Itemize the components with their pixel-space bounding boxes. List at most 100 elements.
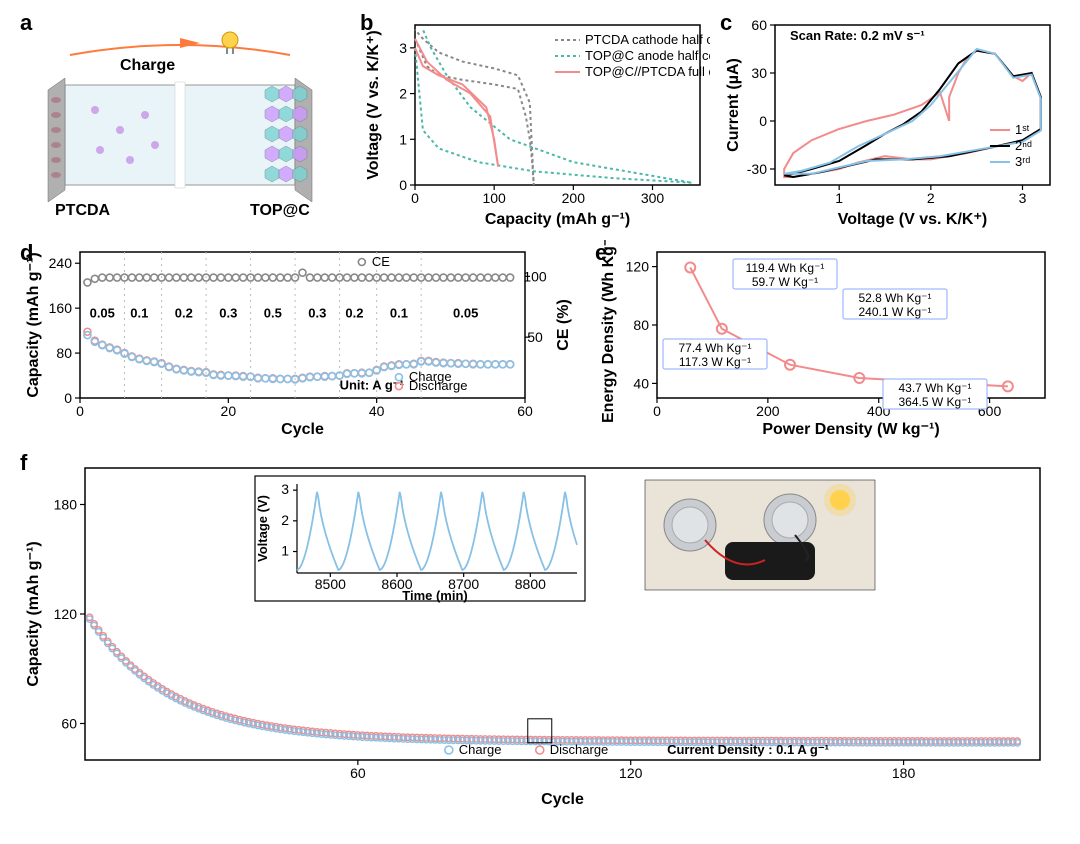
d-ce	[462, 274, 469, 281]
d-ce	[143, 274, 150, 281]
panel-e: e02004006004080120Power Density (W kg⁻¹)…	[595, 240, 1060, 440]
d-ce	[210, 274, 217, 281]
d-ce	[136, 274, 143, 281]
svg-text:8800: 8800	[515, 576, 546, 592]
ptcda-label: PTCDA	[55, 202, 111, 219]
d-ce	[499, 274, 506, 281]
annot-3-l2: 364.5 W Kg⁻¹	[898, 395, 971, 409]
d-charge	[477, 361, 484, 368]
svg-text:Voltage (V vs. K/K⁺): Voltage (V vs. K/K⁺)	[838, 211, 988, 228]
annot-2-l1: 52.8 Wh Kg⁻¹	[858, 291, 931, 305]
svg-text:100: 100	[523, 268, 547, 284]
svg-text:60: 60	[751, 17, 767, 33]
legend-c-1: 2ⁿᵈ	[1015, 138, 1032, 153]
d-ce	[484, 274, 491, 281]
svg-text:100: 100	[482, 190, 506, 206]
svg-text:Energy Density (Wh Kg⁻¹): Energy Density (Wh Kg⁻¹)	[600, 240, 617, 423]
d-ce	[455, 274, 462, 281]
svg-text:3: 3	[281, 481, 289, 497]
d-charge	[507, 361, 514, 368]
svg-text:80: 80	[56, 345, 72, 361]
svg-text:0: 0	[76, 403, 84, 419]
svg-text:200: 200	[562, 190, 586, 206]
legend-b-2: TOP@C//PTCDA full cell	[585, 64, 710, 79]
panel-d: d0204060080160240CycleCapacity (mAh g⁻¹)…	[20, 240, 580, 440]
d-ce	[99, 274, 106, 281]
svg-text:120: 120	[626, 259, 650, 275]
svg-text:0: 0	[399, 177, 407, 193]
d-ce	[180, 274, 187, 281]
d-ce	[388, 274, 395, 281]
d-charge	[225, 372, 232, 379]
rate-label-4: 0.5	[264, 306, 282, 321]
series-TOP@C//PTCDA full cell	[415, 39, 498, 167]
d-ce	[440, 274, 447, 281]
panel-d-label: d	[20, 240, 33, 266]
svg-text:1: 1	[399, 131, 407, 147]
rate-label-7: 0.1	[390, 306, 408, 321]
svg-text:Current (µA): Current (µA)	[725, 58, 742, 152]
svg-text:0: 0	[64, 390, 72, 406]
svg-text:-30: -30	[747, 161, 767, 177]
legend-b-1: TOP@C anode half cell	[585, 48, 710, 63]
annot-1-l2: 117.3 W Kg⁻¹	[679, 355, 751, 369]
d-ce	[240, 274, 247, 281]
d-ce	[106, 274, 113, 281]
svg-text:300: 300	[641, 190, 665, 206]
panel-c-label: c	[720, 10, 732, 36]
svg-text:8500: 8500	[315, 576, 346, 592]
d-ce	[306, 274, 313, 281]
d-ce	[351, 274, 358, 281]
d-ce	[232, 274, 239, 281]
annot-1-l1: 77.4 Wh Kg⁻¹	[678, 341, 751, 355]
svg-text:Cycle: Cycle	[541, 791, 584, 808]
panel-c: c123-3003060Voltage (V vs. K/K⁺)Current …	[720, 10, 1060, 230]
panel-a-label: a	[20, 10, 32, 36]
svg-text:Capacity (mAh g⁻¹): Capacity (mAh g⁻¹)	[485, 211, 630, 228]
d-ce	[284, 274, 291, 281]
d-ce	[358, 274, 365, 281]
d-ce	[321, 274, 328, 281]
charge-label: Charge	[120, 57, 175, 74]
rate-label-8: 0.05	[453, 306, 478, 321]
svg-text:3: 3	[399, 40, 407, 56]
svg-text:180: 180	[892, 765, 916, 781]
svg-text:3: 3	[1019, 190, 1027, 206]
d-ce	[299, 269, 306, 276]
d-ce	[262, 274, 269, 281]
d-ce	[507, 274, 514, 281]
svg-text:200: 200	[756, 403, 780, 419]
d-ce	[477, 274, 484, 281]
rate-label-0: 0.05	[90, 306, 115, 321]
svg-text:0: 0	[653, 403, 661, 419]
svg-text:60: 60	[517, 403, 533, 419]
annot-0-l2: 59.7 W Kg⁻¹	[752, 275, 818, 289]
svg-text:Capacity (mAh g⁻¹): Capacity (mAh g⁻¹)	[25, 541, 42, 686]
topc-label: TOP@C	[250, 202, 310, 219]
d-ce	[470, 274, 477, 281]
svg-text:1: 1	[835, 190, 843, 206]
svg-text:60: 60	[350, 765, 366, 781]
legend-f-charge: Charge	[459, 742, 502, 757]
svg-text:2: 2	[399, 86, 407, 102]
svg-text:Power Density (W kg⁻¹): Power Density (W kg⁻¹)	[762, 421, 939, 438]
inset-ylabel: Voltage (V)	[255, 495, 270, 562]
rate-label-6: 0.2	[345, 306, 363, 321]
d-ce	[329, 274, 336, 281]
svg-text:60: 60	[61, 716, 77, 732]
d-charge	[277, 375, 284, 382]
svg-text:180: 180	[54, 497, 78, 513]
d-ce	[269, 274, 276, 281]
d-ce	[433, 274, 440, 281]
svg-text:0: 0	[411, 190, 419, 206]
d-ce	[91, 275, 98, 282]
svg-text:0: 0	[759, 113, 767, 129]
panel-b: b01002003000123Capacity (mAh g⁻¹)Voltage…	[360, 10, 710, 230]
d-ce	[128, 274, 135, 281]
rate-label-1: 0.1	[130, 306, 148, 321]
svg-text:80: 80	[633, 317, 649, 333]
legend-c-2: 3ʳᵈ	[1015, 154, 1030, 169]
legend-d-0: CE	[372, 254, 390, 269]
d-ce	[425, 274, 432, 281]
svg-text:40: 40	[369, 403, 385, 419]
